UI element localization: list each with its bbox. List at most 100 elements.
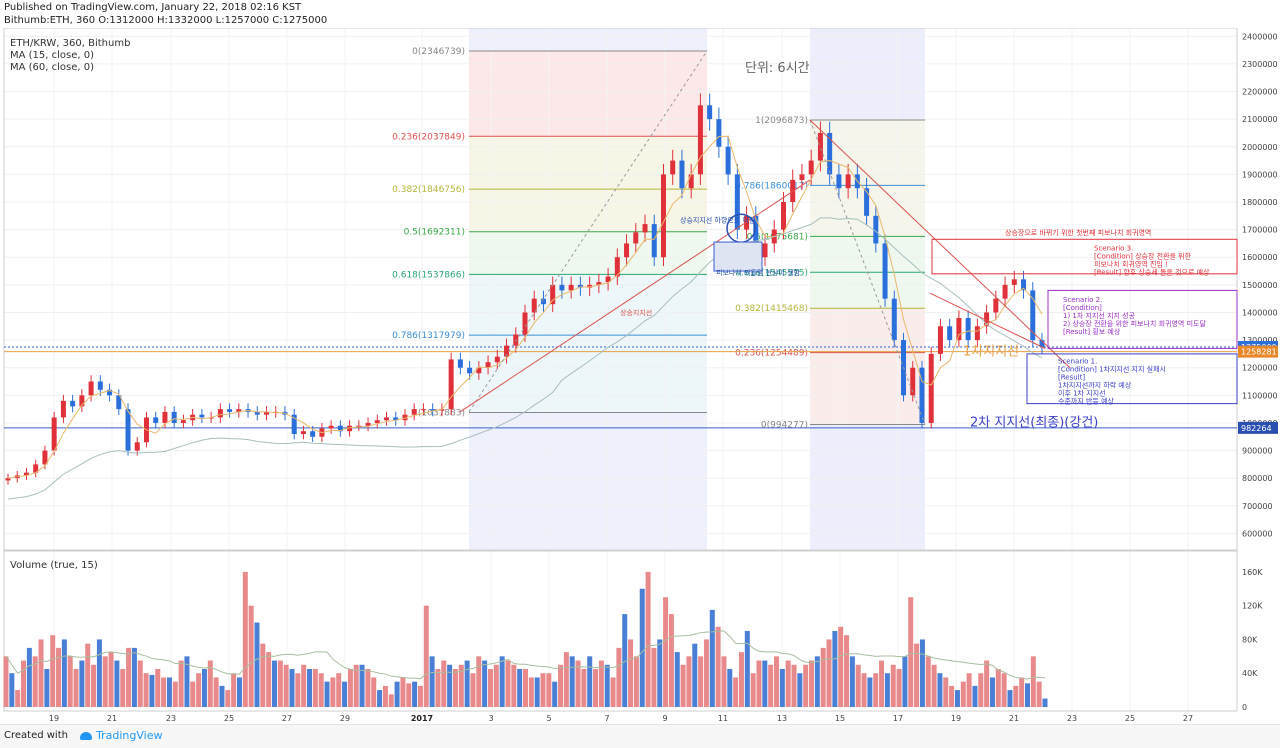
candle-body [882, 243, 888, 299]
candle-body [817, 132, 823, 161]
candle-body [845, 174, 851, 189]
volume-bar [733, 677, 739, 707]
volume-bar [657, 639, 663, 707]
volume-bar [528, 677, 534, 707]
fib-right-label: 0(994277) [761, 421, 808, 431]
candle-body [227, 409, 233, 412]
volume-bar [400, 677, 406, 707]
volume-bar [447, 664, 453, 707]
candle-body [614, 257, 620, 277]
volume-bar [225, 690, 231, 707]
volume-bar [558, 664, 564, 707]
top-note: 상승장으로 바뀌기 위한 첫번째 피보나치 회귀영역 [1005, 228, 1151, 237]
candle-body [264, 411, 269, 415]
volume-bar [931, 664, 937, 707]
support2-label: 2차 지지선(최종)(강건) [970, 415, 1098, 430]
volume-bar [809, 660, 815, 707]
scenario1-text: 수준까지 반등 예상 [1058, 396, 1115, 405]
y-tick-label: 2000000 [1242, 143, 1278, 152]
y-tick-label: 1900000 [1242, 170, 1278, 179]
volume-bar [441, 660, 447, 707]
fib-right-label: 0.5(1675681) [747, 232, 808, 242]
volume-bar [978, 673, 984, 707]
fib-right-label: 0.786(1860017) [735, 181, 808, 191]
volume-bar [692, 643, 698, 707]
volume-bar [855, 664, 861, 707]
volume-bar [283, 664, 289, 707]
candle-body [937, 326, 943, 354]
volume-bar [721, 656, 727, 707]
volume-bar [715, 626, 721, 707]
x-tick-label: 7 [604, 714, 609, 723]
x-tick-label: 23 [1067, 714, 1077, 723]
volume-bar [137, 660, 143, 707]
volume-bar [966, 673, 972, 707]
volume-bar [1042, 698, 1048, 707]
volume-bar [248, 605, 254, 707]
candle-body [910, 367, 916, 396]
candle-body [679, 160, 685, 189]
volume-bar [382, 685, 388, 707]
scenario2-text: Scenario 2. [1063, 296, 1102, 304]
candle-body [365, 422, 371, 426]
candle-body [430, 409, 436, 411]
scenario3-box [931, 238, 1238, 275]
y-tick-label: 2300000 [1242, 60, 1278, 69]
volume-bar [628, 639, 634, 707]
candle-body [393, 417, 399, 421]
candle-body [974, 326, 980, 341]
candle-body [162, 411, 168, 423]
ma60-line [7, 217, 1043, 500]
scenario2-text: 1) 1차 지지선 지지 성공 [1063, 311, 1136, 320]
tradingview-brand[interactable]: TradingView [80, 729, 162, 742]
volume-bar [336, 673, 342, 707]
price-chart[interactable]: 0(2346739) 0.236(2037849) 0.382(1846756) 0.… [0, 28, 1280, 748]
fib-band-right-3 [810, 308, 925, 425]
volume-bar [219, 685, 225, 707]
fib-left-label: 0(2346739) [412, 47, 465, 57]
candle-body [476, 367, 482, 374]
x-tick-label: 5 [546, 714, 551, 723]
volume-bar [954, 690, 960, 707]
candle-body [799, 174, 805, 180]
volume-bar [131, 647, 137, 707]
volume-bar [709, 609, 715, 707]
volume-bar [849, 656, 855, 707]
candle-body [402, 414, 408, 421]
volume-bar [633, 656, 639, 707]
y-tick-label: 1600000 [1242, 253, 1278, 262]
candle-body [753, 215, 759, 258]
x-tick-label: 19 [49, 714, 59, 723]
volume-bar [1013, 685, 1019, 707]
candle-body [171, 411, 177, 423]
y-tick-label: 1100000 [1242, 391, 1278, 400]
volume-bar [674, 652, 680, 707]
candle-body [522, 312, 528, 335]
volume-bar [698, 656, 704, 707]
blue-level-tag: 982264 [1241, 424, 1272, 433]
volume-bar [703, 639, 709, 707]
candle-body [310, 431, 316, 437]
volume-bar [803, 664, 809, 707]
x-tick-label: 27 [1183, 714, 1193, 723]
volume-bar [9, 673, 15, 707]
candle-body [928, 353, 934, 423]
volume-bar [925, 656, 931, 707]
candle-body [300, 431, 306, 434]
y-tick-label: 1400000 [1242, 308, 1278, 317]
volume-ma-line [5, 630, 1046, 680]
y-tick-label: 1500000 [1242, 281, 1278, 290]
candle-body [5, 478, 11, 481]
volume-bar [190, 681, 196, 707]
candle-body [485, 362, 491, 368]
candle-body [559, 284, 565, 291]
candle-body [781, 202, 786, 230]
published-line: Published on TradingView.com, January 22… [4, 2, 302, 13]
highlight-box [713, 241, 763, 272]
volume-bar [342, 681, 348, 707]
candle-body [762, 243, 768, 258]
y-tick-label: 700000 [1242, 502, 1273, 511]
volume-bar [534, 677, 540, 707]
volume-bar [114, 660, 120, 707]
volume-bar [738, 652, 744, 707]
